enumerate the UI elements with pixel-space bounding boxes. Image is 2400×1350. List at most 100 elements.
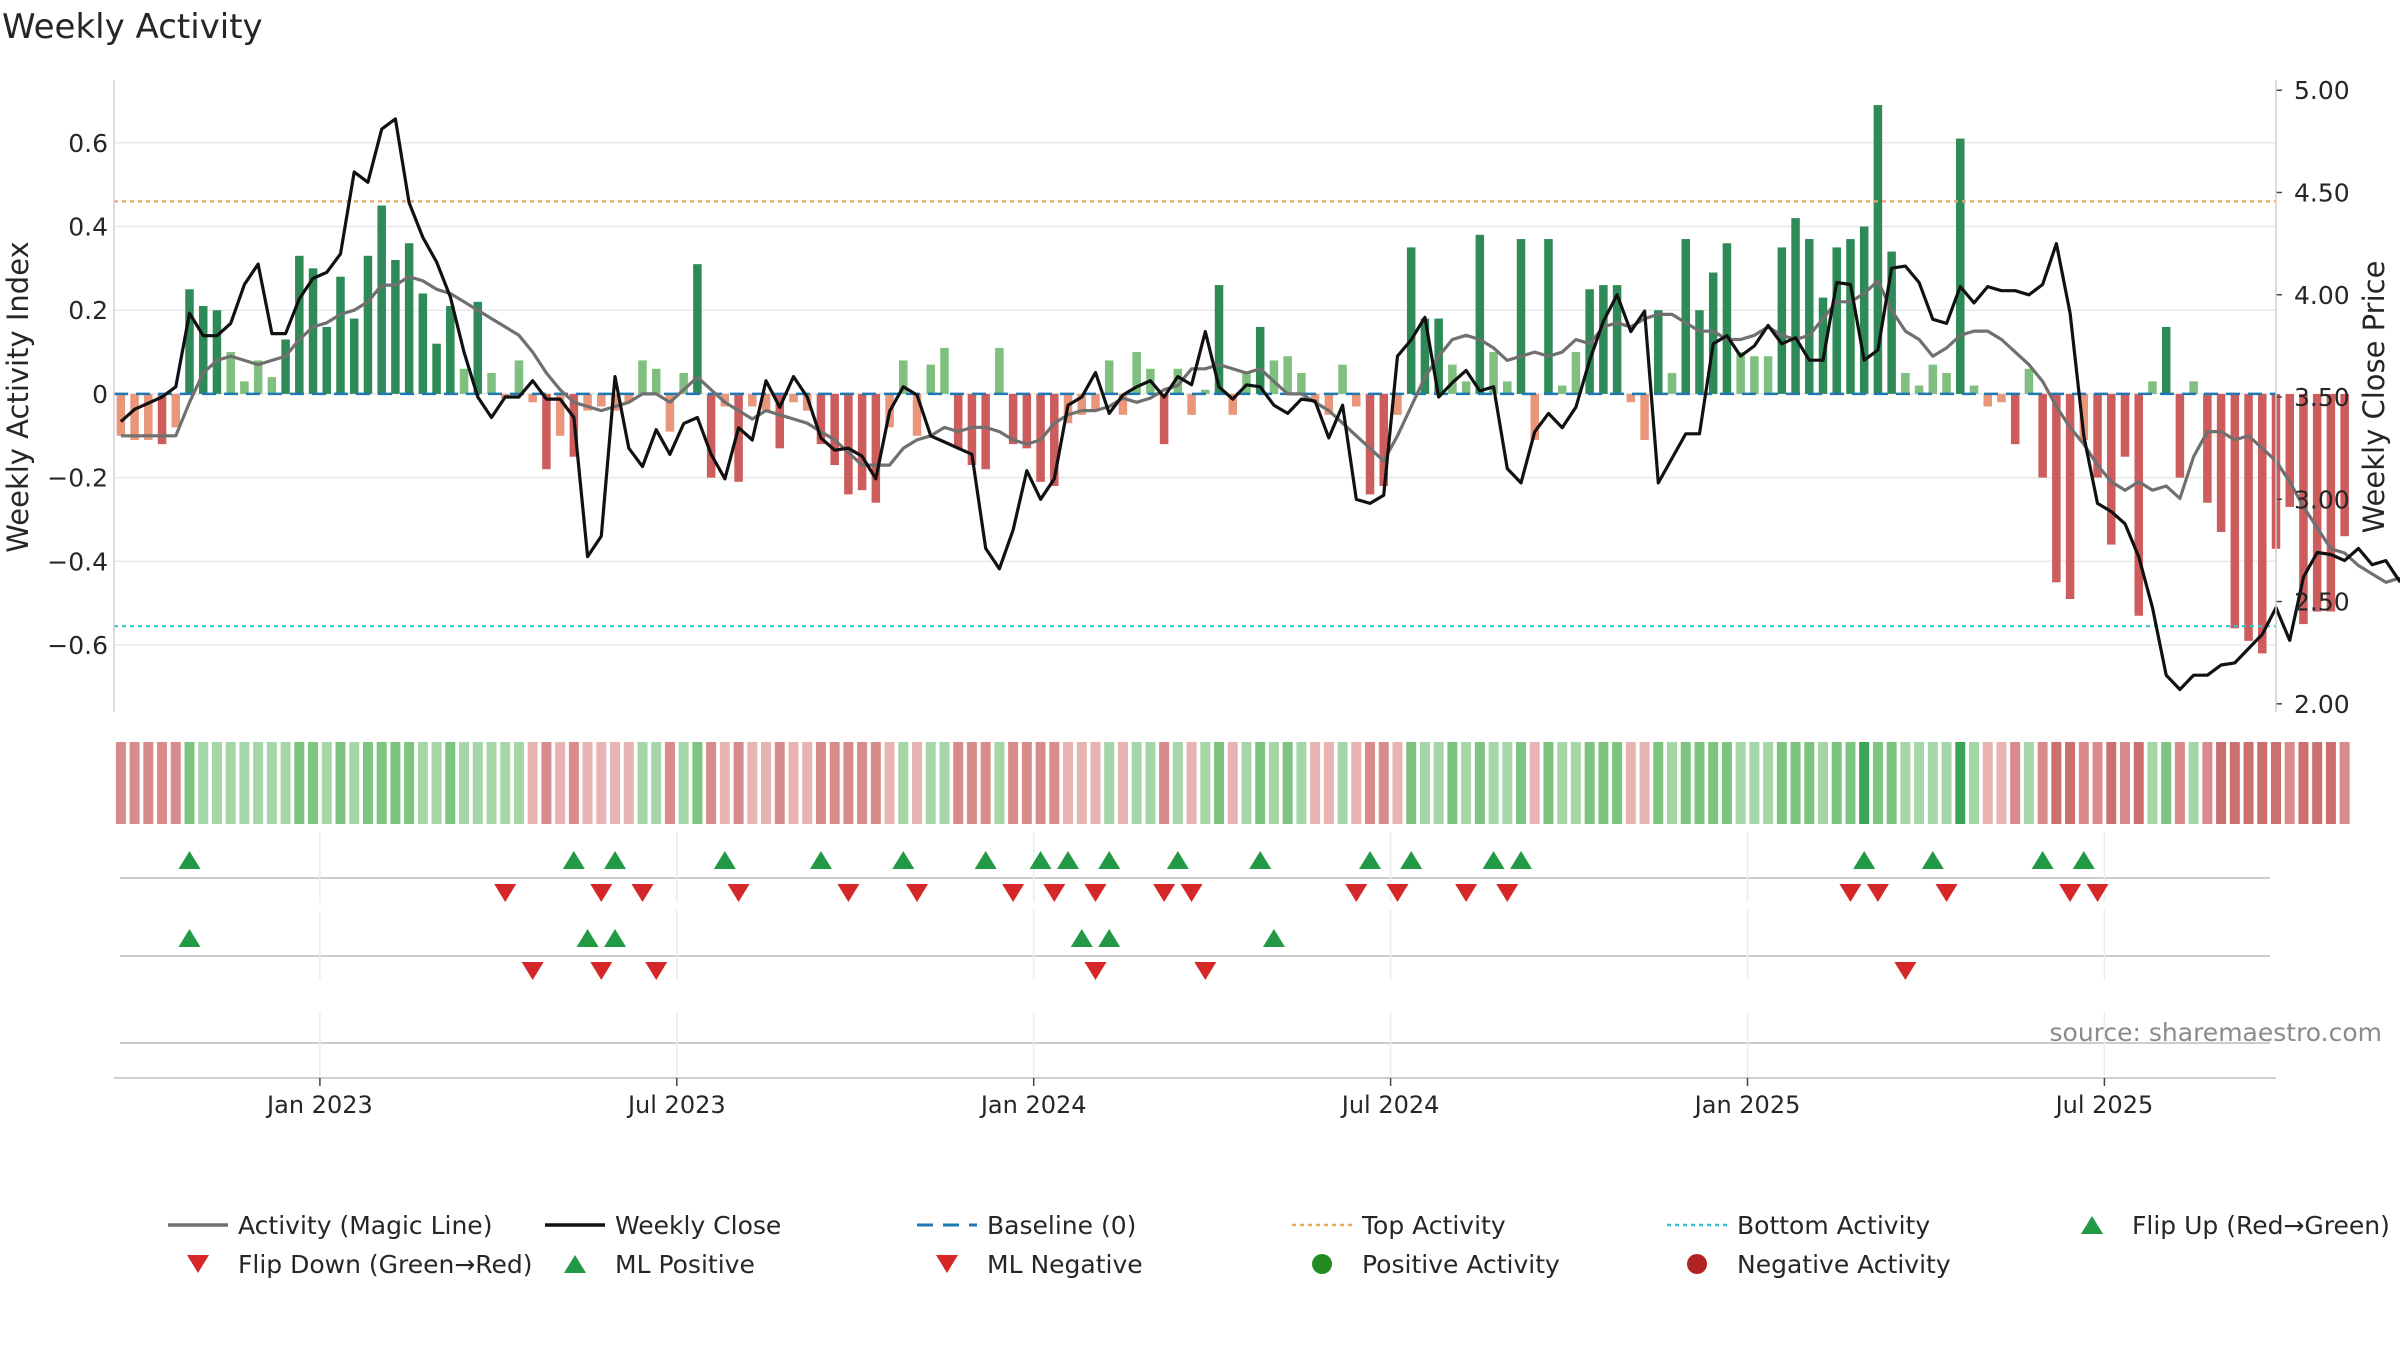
flip-up-marker bbox=[1057, 851, 1080, 869]
heat-cell bbox=[1172, 742, 1183, 824]
ml-negative-marker bbox=[1894, 962, 1917, 980]
heat-cell bbox=[1818, 742, 1829, 824]
ml-negative-marker bbox=[521, 962, 544, 980]
activity-bar bbox=[1352, 393, 1361, 407]
activity-bar bbox=[1942, 372, 1951, 394]
activity-bar bbox=[857, 393, 867, 491]
heat-cell bbox=[294, 742, 305, 824]
heat-cell bbox=[280, 742, 291, 824]
activity-bar bbox=[1050, 393, 1059, 486]
heat-cell bbox=[486, 742, 497, 824]
activity-bar bbox=[1571, 352, 1581, 394]
heat-cell bbox=[747, 742, 758, 824]
heat-cell bbox=[1653, 742, 1664, 824]
legend-triangle-up-icon bbox=[2081, 1216, 2103, 1234]
flip-down-marker bbox=[2086, 884, 2109, 902]
activity-bar bbox=[1722, 243, 1732, 394]
legend-entry: ML Positive bbox=[564, 1250, 755, 1279]
heat-cell bbox=[184, 742, 195, 824]
heat-cell bbox=[1516, 742, 1527, 824]
flip-down-marker bbox=[727, 884, 750, 902]
heat-cell bbox=[335, 742, 346, 824]
heat-cell bbox=[1200, 742, 1211, 824]
activity-bar bbox=[899, 360, 908, 394]
activity-bar bbox=[1557, 385, 1567, 394]
legend-entry: Positive Activity bbox=[1312, 1250, 1560, 1279]
heat-cell bbox=[1406, 742, 1417, 824]
activity-bar bbox=[528, 393, 537, 403]
heat-cell bbox=[1790, 742, 1801, 824]
heat-cell bbox=[1996, 742, 2007, 824]
heat-cell bbox=[1845, 742, 1856, 824]
activity-bar bbox=[912, 393, 922, 436]
heat-cell bbox=[390, 742, 401, 824]
heat-cell bbox=[2216, 742, 2227, 824]
legend-triangle-down-icon bbox=[187, 1255, 209, 1273]
flip-up-marker bbox=[809, 851, 832, 869]
heat-cell bbox=[829, 742, 840, 824]
activity-bar bbox=[1516, 239, 1526, 394]
heat-cell bbox=[1378, 742, 1389, 824]
activity-bar bbox=[2038, 393, 2047, 478]
activity-bar bbox=[1214, 285, 1224, 394]
activity-bar bbox=[2107, 393, 2116, 545]
flip-up-marker bbox=[1482, 851, 1505, 869]
flip-down-marker bbox=[1839, 884, 1862, 902]
heat-cell bbox=[637, 742, 648, 824]
legend-circle-icon bbox=[1312, 1254, 1332, 1274]
flip-down-marker bbox=[1866, 884, 1889, 902]
legend-label: Flip Up (Red→Green) bbox=[2132, 1211, 2390, 1240]
heat-cell bbox=[1749, 742, 1760, 824]
heat-cell bbox=[459, 742, 470, 824]
heat-cell bbox=[1145, 742, 1156, 824]
activity-bar bbox=[144, 393, 153, 440]
flip-up-marker bbox=[562, 851, 585, 869]
heat-cell bbox=[472, 742, 483, 824]
heat-cell bbox=[582, 742, 593, 824]
activity-bar bbox=[1461, 381, 1471, 394]
activity-bar bbox=[871, 393, 881, 503]
heat-cell bbox=[1584, 742, 1595, 824]
x-tick-label: Jul 2025 bbox=[2054, 1091, 2154, 1119]
activity-bar bbox=[1159, 393, 1169, 445]
activity-bar bbox=[1805, 239, 1814, 394]
activity-bar bbox=[226, 352, 235, 394]
activity-bar bbox=[679, 372, 688, 394]
activity-bar bbox=[802, 393, 812, 411]
legend-label: Weekly Close bbox=[615, 1211, 781, 1240]
heat-cell bbox=[239, 742, 250, 824]
activity-bar bbox=[2052, 393, 2061, 583]
heat-cell bbox=[596, 742, 607, 824]
heat-cell bbox=[1117, 742, 1128, 824]
heat-cell bbox=[500, 742, 511, 824]
activity-bar bbox=[1859, 226, 1869, 394]
legend-label: Positive Activity bbox=[1362, 1250, 1560, 1279]
activity-bar bbox=[2120, 393, 2130, 457]
activity-bar bbox=[2079, 393, 2089, 440]
flip-down-marker bbox=[631, 884, 654, 902]
activity-bar bbox=[1654, 310, 1663, 394]
heat-cell bbox=[431, 742, 442, 824]
flip-down-marker bbox=[1455, 884, 1478, 902]
heat-cell bbox=[2092, 742, 2103, 824]
activity-bar bbox=[1736, 352, 1745, 394]
heat-cell bbox=[2120, 742, 2131, 824]
activity-bar bbox=[1022, 393, 1032, 449]
heat-cell bbox=[884, 742, 895, 824]
activity-bar bbox=[1132, 352, 1141, 394]
heat-cell bbox=[1570, 742, 1581, 824]
heat-cell bbox=[2051, 742, 2062, 824]
heat-cell bbox=[1104, 742, 1115, 824]
flip-up-marker bbox=[1510, 851, 1533, 869]
legend-entry: Weekly Close bbox=[545, 1211, 781, 1240]
activity-bar bbox=[1887, 251, 1896, 394]
x-axis: Jan 2023 Jul 2023 Jan 2024 Jul 2024 Jan 2025… bbox=[114, 1012, 2276, 1119]
activity-bar bbox=[1338, 364, 1347, 394]
activity-bar bbox=[555, 393, 565, 436]
heat-cell bbox=[898, 742, 909, 824]
activity-bar bbox=[1695, 310, 1704, 394]
activity-bar bbox=[2093, 393, 2102, 478]
signal-markers bbox=[120, 832, 2270, 980]
flip-down-marker bbox=[590, 884, 613, 902]
activity-bar bbox=[1310, 393, 1320, 403]
